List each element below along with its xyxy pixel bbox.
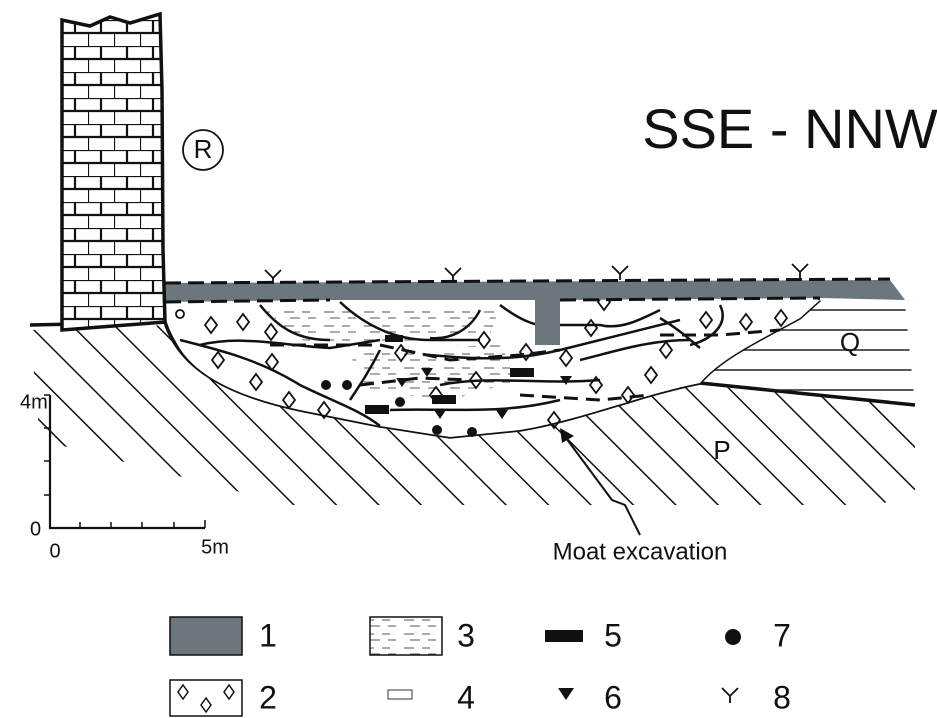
layer-label: Q [840,327,860,357]
title: SSE - NNW [642,97,937,160]
legend-label: 2 [259,679,277,715]
moat-fill [510,368,534,377]
legend [722,688,738,703]
legend-label: 5 [604,617,622,653]
scale-label: 0 [30,518,41,540]
tower-label: R [194,134,213,164]
topsoil-layer [792,264,808,278]
moat-fill [321,380,331,390]
scale-label: 5m [201,536,229,558]
annotation: Moat excavation [553,538,728,565]
legend-label: 7 [773,617,791,653]
legend [558,688,574,700]
legend [170,617,242,655]
tower [62,14,165,330]
topsoil-layer [612,266,628,280]
legend-label: 6 [604,679,622,715]
legend-label: 8 [773,679,791,715]
legend-label: 4 [457,679,475,715]
moat-fill [395,397,405,407]
legend-label: 3 [457,617,475,653]
legend-label: 1 [259,617,277,653]
scale-label: 4m [20,391,48,413]
section-diagram: SSE - NNW [0,0,937,718]
legend [725,629,741,645]
moat-fill [365,405,389,414]
moat-fill [467,427,477,437]
topsoil-layer [445,268,461,282]
moat-fill [385,335,403,342]
scale-label: 0 [49,540,60,562]
legend [170,617,741,716]
moat-fill [432,395,456,404]
legend [370,617,442,655]
moat-fill [432,425,442,435]
scale-bar [80,520,205,528]
legend [388,690,412,699]
bedrock-label: P [713,435,730,465]
legend [545,630,583,642]
moat-fill [342,380,352,390]
